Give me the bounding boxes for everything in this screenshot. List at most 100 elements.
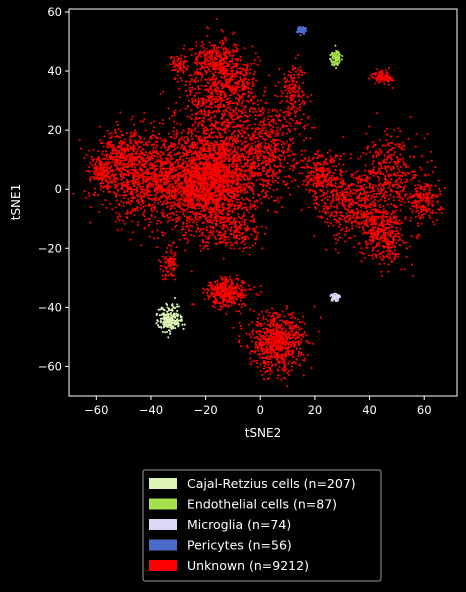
data-point bbox=[171, 63, 174, 66]
data-point bbox=[184, 234, 187, 237]
data-point bbox=[230, 112, 233, 115]
data-point bbox=[120, 182, 123, 185]
data-point bbox=[154, 216, 157, 219]
data-point bbox=[148, 172, 151, 176]
data-point bbox=[213, 174, 216, 177]
data-point bbox=[136, 155, 139, 158]
data-point bbox=[162, 168, 165, 171]
data-point bbox=[173, 145, 176, 148]
data-point bbox=[138, 192, 141, 195]
data-point bbox=[130, 152, 133, 155]
data-point bbox=[103, 169, 106, 172]
data-point bbox=[119, 215, 122, 218]
data-point bbox=[141, 162, 144, 165]
data-point bbox=[209, 206, 212, 209]
data-point bbox=[238, 205, 241, 208]
data-point bbox=[161, 213, 164, 216]
data-point bbox=[225, 137, 228, 140]
data-point bbox=[232, 110, 235, 114]
data-point bbox=[212, 145, 215, 148]
data-point bbox=[233, 186, 236, 189]
data-point bbox=[153, 161, 156, 164]
data-point bbox=[252, 184, 255, 187]
data-point bbox=[126, 188, 129, 191]
data-point bbox=[229, 171, 232, 174]
data-point bbox=[163, 195, 166, 198]
data-point bbox=[239, 149, 242, 152]
data-point bbox=[199, 139, 202, 142]
data-point bbox=[191, 143, 194, 146]
data-point bbox=[90, 155, 94, 158]
data-point bbox=[205, 160, 208, 163]
data-point bbox=[245, 66, 249, 69]
data-point bbox=[219, 128, 222, 131]
data-point bbox=[185, 197, 189, 200]
data-point bbox=[187, 164, 190, 168]
data-point bbox=[173, 153, 176, 156]
data-point bbox=[228, 136, 231, 139]
data-point bbox=[205, 219, 208, 222]
data-point bbox=[184, 56, 187, 59]
data-point bbox=[236, 195, 239, 198]
data-point bbox=[182, 71, 185, 75]
data-point bbox=[210, 178, 213, 181]
data-point bbox=[214, 185, 217, 189]
data-point bbox=[244, 202, 247, 205]
data-point bbox=[180, 79, 183, 82]
data-point bbox=[215, 208, 218, 211]
data-point bbox=[221, 90, 225, 93]
data-point bbox=[247, 181, 250, 184]
data-point bbox=[136, 183, 139, 186]
data-point bbox=[184, 203, 187, 206]
data-point bbox=[240, 173, 243, 176]
data-point bbox=[111, 208, 114, 211]
data-point bbox=[150, 208, 153, 211]
data-point bbox=[185, 89, 188, 92]
data-point bbox=[114, 158, 117, 161]
data-point bbox=[188, 221, 191, 224]
data-point bbox=[174, 187, 177, 190]
data-point bbox=[247, 100, 250, 103]
data-point bbox=[170, 156, 173, 159]
data-point bbox=[233, 65, 236, 68]
data-point bbox=[205, 88, 208, 91]
data-point bbox=[131, 115, 134, 118]
data-point bbox=[223, 188, 226, 191]
data-point bbox=[192, 201, 195, 204]
data-point bbox=[179, 165, 182, 168]
data-point bbox=[212, 199, 215, 202]
data-point bbox=[78, 139, 81, 142]
data-point bbox=[145, 169, 148, 172]
data-point bbox=[183, 199, 186, 202]
data-point bbox=[155, 246, 158, 249]
data-point bbox=[133, 135, 136, 138]
data-point bbox=[189, 218, 192, 221]
data-point bbox=[197, 122, 200, 125]
data-point bbox=[252, 203, 255, 206]
data-point bbox=[143, 211, 146, 214]
data-point bbox=[123, 157, 126, 160]
data-point bbox=[220, 82, 223, 85]
data-point bbox=[251, 205, 254, 208]
data-point bbox=[218, 161, 222, 164]
data-point bbox=[228, 166, 231, 169]
data-point bbox=[162, 177, 165, 180]
data-point bbox=[200, 97, 203, 100]
data-point bbox=[260, 172, 263, 175]
data-point bbox=[217, 145, 220, 148]
data-point bbox=[126, 212, 129, 215]
data-point bbox=[201, 74, 204, 77]
data-point bbox=[221, 189, 224, 192]
data-point bbox=[222, 196, 226, 199]
data-point bbox=[156, 189, 159, 192]
data-point bbox=[208, 176, 211, 179]
data-point bbox=[223, 77, 226, 80]
data-point bbox=[140, 207, 143, 210]
data-point bbox=[211, 195, 214, 198]
data-point bbox=[217, 143, 220, 146]
data-point bbox=[185, 135, 188, 138]
data-point bbox=[162, 151, 165, 155]
data-point bbox=[206, 140, 209, 143]
data-point bbox=[222, 191, 225, 194]
data-point bbox=[121, 185, 124, 188]
